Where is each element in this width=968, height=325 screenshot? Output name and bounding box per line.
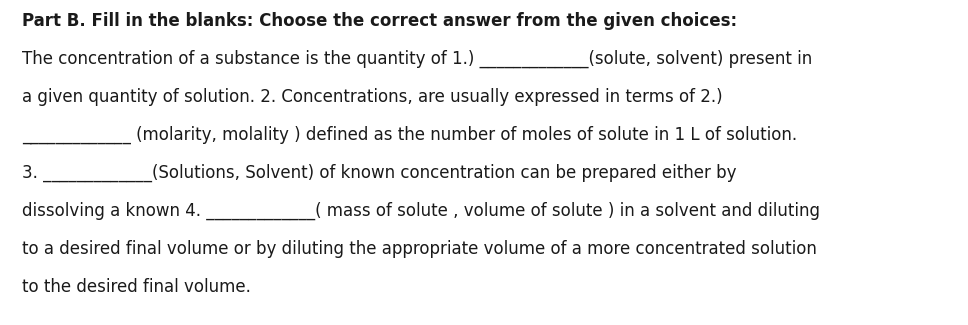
Text: The concentration of a substance is the quantity of 1.) _____________(solute, so: The concentration of a substance is the …: [22, 50, 812, 68]
Text: Part B. Fill in the blanks: Choose the correct answer from the given choices:: Part B. Fill in the blanks: Choose the c…: [22, 12, 737, 30]
Text: _____________ (molarity, molality ) defined as the number of moles of solute in : _____________ (molarity, molality ) defi…: [22, 126, 797, 144]
Text: 3. _____________(Solutions, Solvent) of known concentration can be prepared eith: 3. _____________(Solutions, Solvent) of …: [22, 164, 737, 182]
Text: to the desired final volume.: to the desired final volume.: [22, 278, 251, 296]
Text: a given quantity of solution. 2. Concentrations, are usually expressed in terms : a given quantity of solution. 2. Concent…: [22, 88, 723, 106]
Text: dissolving a known 4. _____________( mass of solute , volume of solute ) in a so: dissolving a known 4. _____________( mas…: [22, 202, 820, 220]
Text: to a desired final volume or by diluting the appropriate volume of a more concen: to a desired final volume or by diluting…: [22, 240, 817, 258]
